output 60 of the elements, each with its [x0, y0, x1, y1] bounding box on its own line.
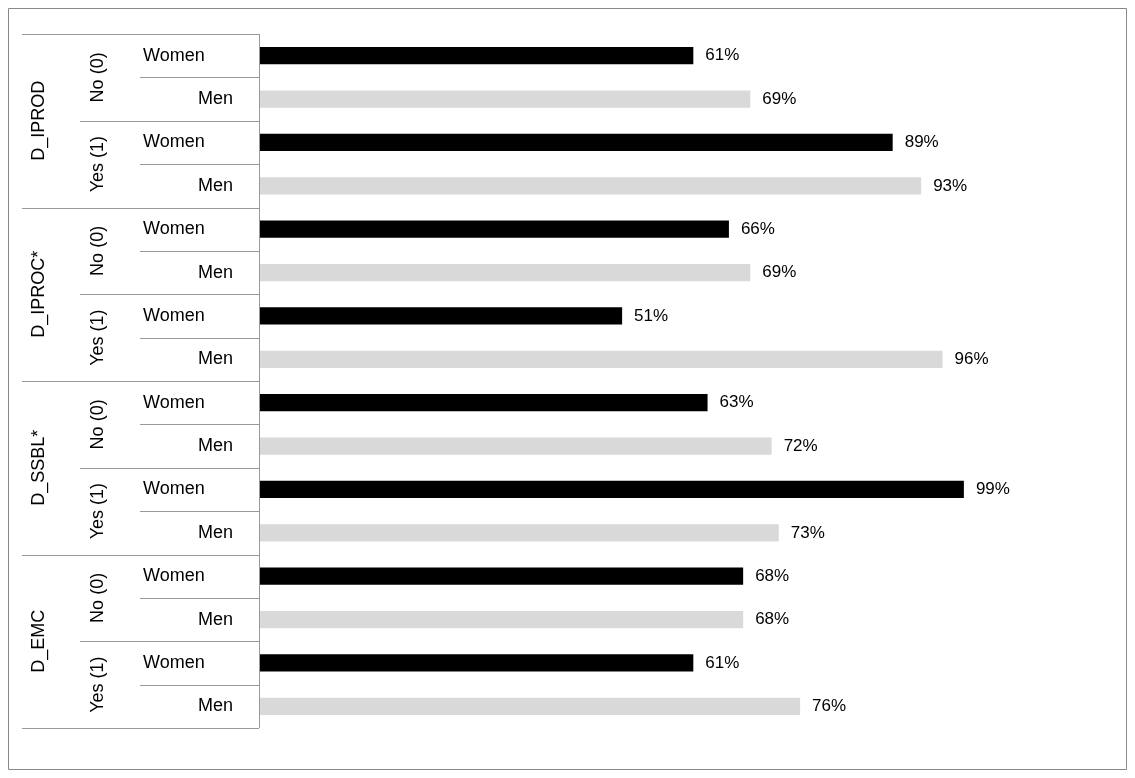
y-tick-label: Men [197, 261, 233, 282]
data-label: 73% [790, 522, 825, 542]
y-tick-label: Men [197, 174, 233, 195]
data-label: 66% [740, 218, 775, 238]
y-tick-label: Women [143, 218, 205, 239]
text: Yes (1) [86, 135, 107, 193]
data-label: 68% [755, 609, 790, 629]
y-tick-label: Women [143, 565, 205, 586]
text: Yes (1) [86, 482, 107, 540]
y-tick-label: Men [197, 608, 233, 629]
bar [259, 654, 694, 672]
data-label: 72% [783, 435, 818, 455]
bar [259, 133, 893, 152]
data-label: 96% [954, 349, 989, 368]
bar [259, 220, 729, 238]
y-tick-label: Women [143, 304, 205, 325]
bar [259, 350, 943, 368]
data-label: 93% [933, 175, 968, 195]
text: D_SSBL* [27, 429, 49, 506]
y-tick-label: Women [143, 478, 205, 499]
data-label: 99% [975, 479, 1010, 499]
bar [259, 480, 964, 499]
text: D_IPROD [27, 80, 49, 161]
text: No (0) [86, 572, 107, 623]
text: Yes (1) [86, 309, 107, 366]
bar [259, 177, 922, 195]
y-tick-label: Men [197, 695, 233, 716]
y-tick-label: Men [197, 435, 233, 456]
text: D_IPROC* [27, 250, 49, 338]
bar [259, 394, 708, 412]
bar [259, 567, 744, 585]
data-label: 89% [904, 132, 939, 152]
text: D_EMC [27, 609, 49, 673]
y-tick-label: Men [197, 88, 233, 109]
data-label: 63% [719, 392, 754, 412]
y-tick-label: Women [143, 391, 205, 412]
text: Yes (1) [86, 656, 107, 713]
data-label: 51% [634, 305, 669, 325]
bar [259, 47, 694, 65]
y-tick-label: Women [143, 131, 205, 152]
data-label: 76% [812, 696, 847, 715]
data-label: 68% [755, 565, 790, 585]
data-label: 61% [705, 45, 740, 65]
y-tick-label: Women [143, 44, 205, 65]
bar [259, 610, 744, 629]
y-tick-label: Women [143, 651, 205, 672]
data-label: 69% [762, 262, 797, 282]
y-tick-label: Men [197, 348, 233, 369]
data-label: 69% [762, 88, 797, 108]
y-tick-label: Men [197, 521, 233, 542]
bar [259, 697, 801, 715]
text: No (0) [86, 52, 107, 103]
bar [259, 90, 751, 108]
text: No (0) [86, 225, 107, 276]
data-label: 61% [705, 652, 740, 672]
bar [259, 263, 751, 282]
bar [259, 437, 772, 455]
bar [259, 307, 623, 325]
bar [259, 524, 779, 542]
text: No (0) [86, 399, 107, 450]
